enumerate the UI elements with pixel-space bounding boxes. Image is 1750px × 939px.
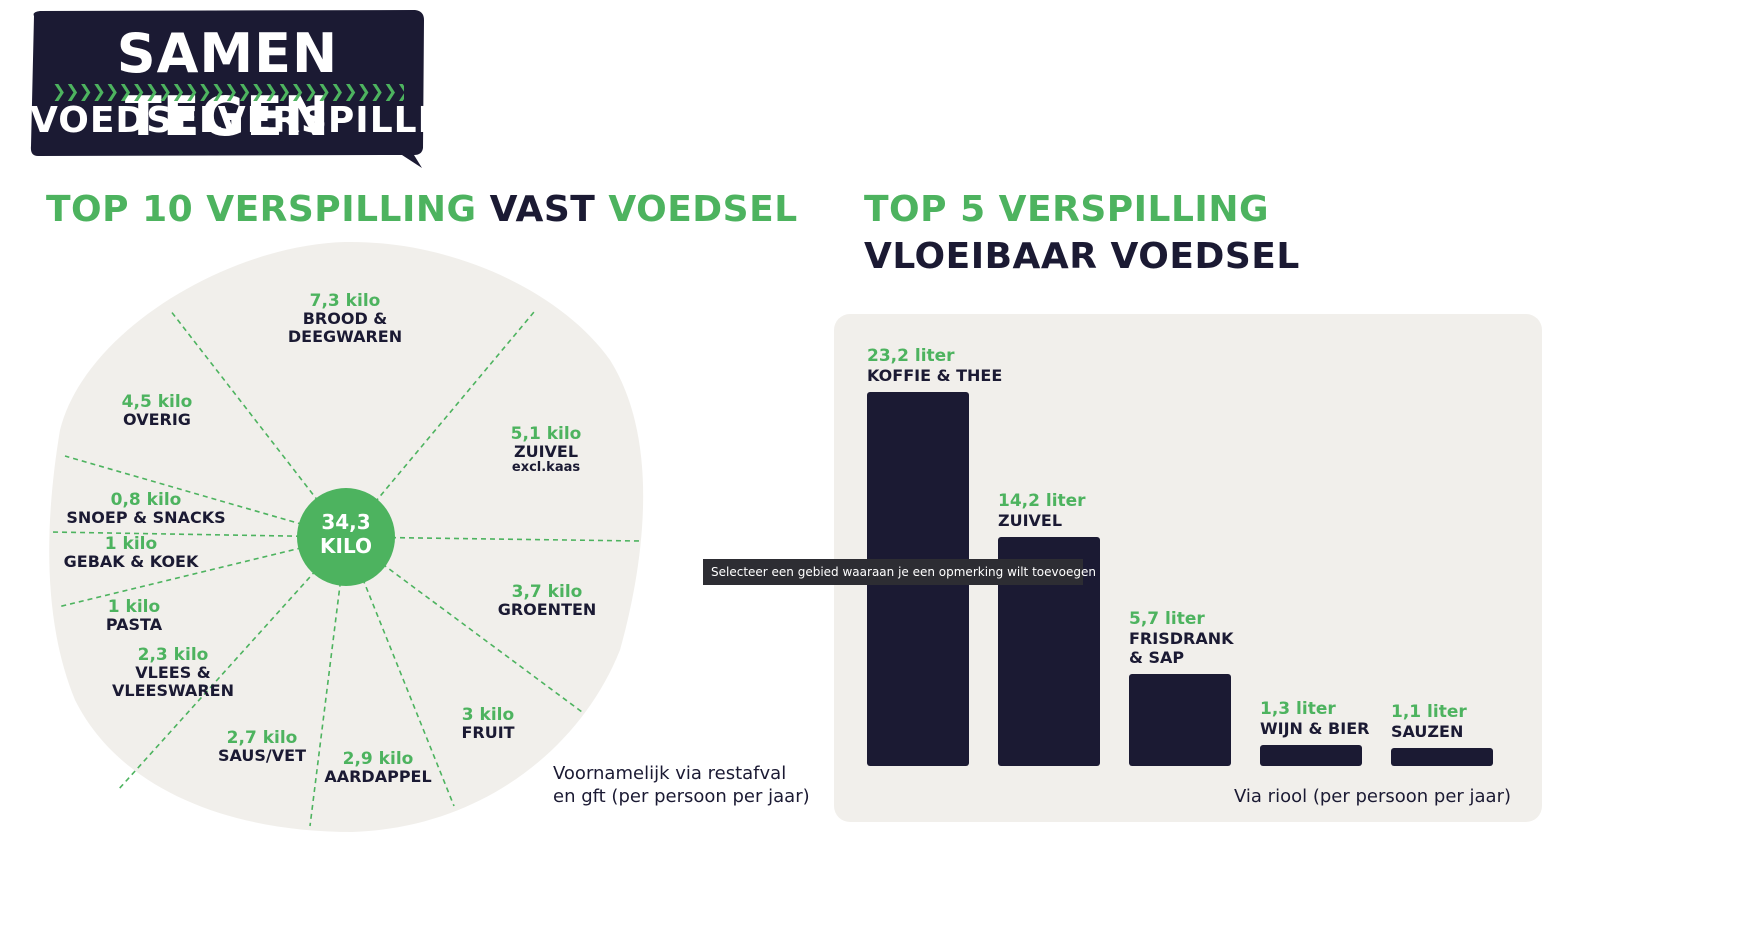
slice-category: ZUIVEL [513,442,579,461]
pie-note-line-1: Voornamelijk via restafval [553,763,787,784]
slice-category: GROENTEN [497,600,597,619]
bar-chart-title: TOP 5 VERSPILLING VLOEIBAAR VOEDSEL [864,186,1504,280]
bar-category-label: & SAP [1129,648,1185,668]
pie-note: Voornamelijk via restafval en gft (per p… [553,762,813,808]
bar-category-label: WIJN & BIER [1260,719,1370,739]
pie-divider-line [49,531,347,538]
bar-title-part-1: TOP 5 VERSPILLING [864,189,1269,230]
bar-label: 1,1 liter SAUZEN [1391,702,1467,742]
slice-category: VLEES & [135,663,211,682]
bar [1391,748,1493,766]
slice-value: 0,8 kilo [110,490,182,510]
bar-value-label: 1,3 liter [1260,699,1336,720]
pie-divider-line [57,536,347,608]
pie-title-part-2: VAST [489,189,609,230]
bar-category-label: FRISDRANK [1129,629,1234,649]
pie-label-pasta: 1 kilo PASTA [106,598,162,634]
bar [1129,674,1231,766]
pie-label-overig: 4,5 kilo OVERIG [122,393,193,429]
pie-title-part-3: VOEDSEL [608,189,798,230]
bar-label: 14,2 liter ZUIVEL [998,491,1086,531]
pie-center-number: 34,3 [321,510,371,534]
slice-category: PASTA [105,615,163,634]
bar-note: Via riool (per persoon per jaar) [1234,786,1512,807]
pie-center-circle [297,488,395,586]
pie-divider-line [117,536,347,791]
slice-value: 2,7 kilo [226,728,298,748]
bar-value-label: 23,2 liter [867,346,955,366]
bar-category-label: ZUIVEL [998,511,1063,531]
bar-title-part-2: VLOEIBAAR VOEDSEL [864,236,1300,277]
bar-category-label: KOFFIE & THEE [867,366,1003,385]
pie-label-gebak: 1 kilo GEBAK & KOEK [64,535,199,571]
bar [1260,745,1362,766]
pie-center-value: 34,3 KILO [297,510,395,558]
pie-label-brood: 7,3 kilo BROOD & DEEGWAREN [288,292,402,346]
slice-value: 3,7 kilo [511,582,583,602]
bar-label: 1,3 liter WIJN & BIER [1260,699,1370,739]
slice-value: 7,3 kilo [309,291,381,311]
pie-center-unit: KILO [320,534,372,558]
logo: SAMEN TEGEN ❯❯❯❯❯❯❯❯❯❯❯❯❯❯❯❯❯❯❯❯❯❯❯❯❯❯❯❯… [30,10,494,168]
slice-category: FRUIT [461,723,515,742]
bar-value-label: 5,7 liter [1129,609,1205,630]
slice-category: VLEESWAREN [112,681,234,700]
bar-category-label: SAUZEN [1391,722,1464,741]
pie-chart [49,241,644,832]
slice-category: SAUS/VET [218,746,306,765]
slice-value: 3 kilo [461,705,515,725]
slice-value: 4,5 kilo [121,392,193,412]
slice-category: BROOD & [302,309,388,328]
logo-wheat-decoration: ❯❯❯❯❯❯❯❯❯❯❯❯❯❯❯❯❯❯❯❯❯❯❯❯❯❯❯❯❯❯❯❯❯❯❯ [52,82,404,102]
pie-label-vlees: 2,3 kilo VLEES & VLEESWAREN [112,646,234,700]
pie-title-part-1: TOP 10 VERSPILLING [46,189,490,230]
pie-note-line-2: en gft (per persoon per jaar) [553,786,810,807]
slice-category: SNOEP & SNACKS [66,508,226,527]
bar-label: 5,7 liter FRISDRANK & SAP [1129,609,1234,668]
pie-label-aardappel: 2,9 kilo AARDAPPEL [324,750,431,786]
pie-label-zuivel: 5,1 kilo ZUIVEL excl.kaas [511,425,582,475]
slice-category: DEEGWAREN [287,327,403,346]
pie-label-groenten: 3,7 kilo GROENTEN [498,583,597,619]
bar-value-label: 14,2 liter [998,491,1086,512]
logo-speech-bubble [30,10,425,168]
pie-chart-title: TOP 10 VERSPILLING VAST VOEDSEL [46,186,798,233]
pie-divider-line [345,536,641,542]
slice-category: GEBAK & KOEK [63,552,199,571]
logo-line-1: SAMEN TEGEN [116,22,339,148]
slice-value: 2,3 kilo [137,645,209,665]
slice-value: 2,9 kilo [342,749,414,769]
slice-category: AARDAPPEL [324,767,432,786]
pie-label-fruit: 3 kilo FRUIT [461,706,514,742]
slice-category: OVERIG [123,410,191,429]
slice-value: 1 kilo [104,534,158,554]
pie-label-snoep: 0,8 kilo SNOEP & SNACKS [66,491,225,527]
pie-label-saus: 2,7 kilo SAUS/VET [218,729,306,765]
bar-value-label: 1,1 liter [1391,702,1467,722]
logo-line-2: VOEDSELVERSPILLING [30,100,494,141]
slice-value: 1 kilo [107,597,161,617]
slice-subcategory: excl.kaas [511,460,581,475]
slice-value: 5,1 kilo [510,424,582,444]
annotation-tooltip: Selecteer een gebied waaraan je een opme… [703,559,1096,585]
bar-label: 23,2 liter KOFFIE & THEE [867,346,1003,386]
